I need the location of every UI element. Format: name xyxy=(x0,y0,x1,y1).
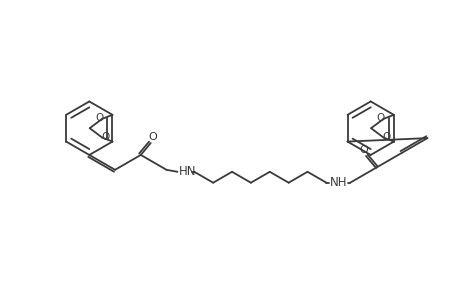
Text: O: O xyxy=(95,113,103,123)
Text: HN: HN xyxy=(178,165,196,178)
Text: NH: NH xyxy=(330,176,347,189)
Text: O: O xyxy=(375,113,384,123)
Text: O: O xyxy=(381,132,390,142)
Text: O: O xyxy=(101,132,109,142)
Text: O: O xyxy=(359,145,368,155)
Text: O: O xyxy=(148,132,157,142)
